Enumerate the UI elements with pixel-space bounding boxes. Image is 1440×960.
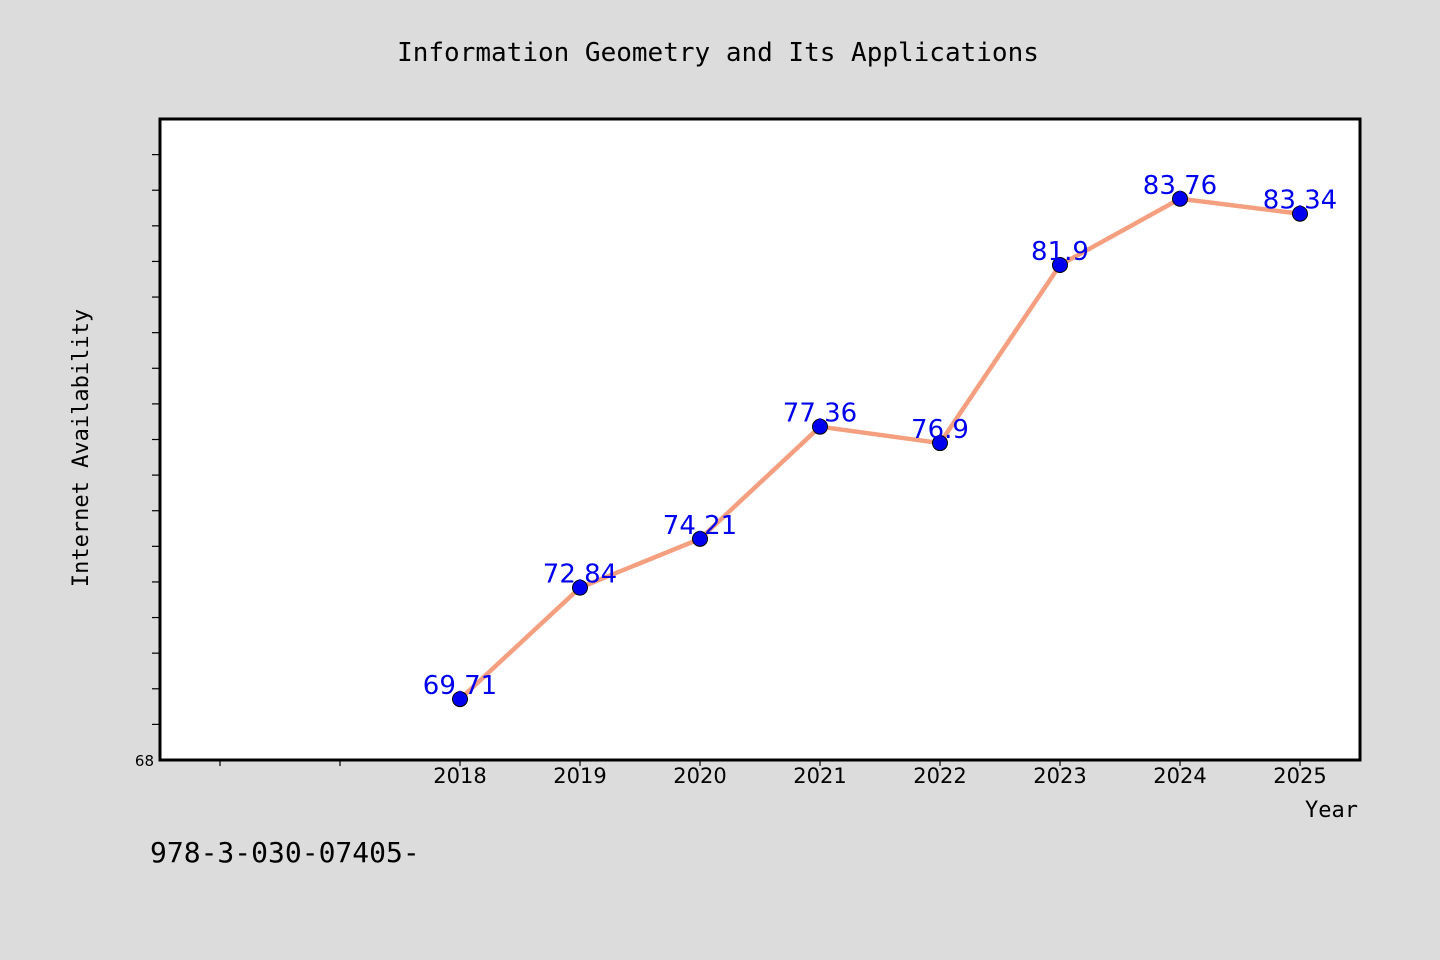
data-label: 83.34 bbox=[1263, 186, 1337, 216]
y-axis-label: Internet Availability bbox=[69, 309, 94, 587]
data-label: 74.21 bbox=[663, 511, 737, 541]
data-label: 69.71 bbox=[423, 671, 497, 701]
plot-area bbox=[158, 117, 1362, 762]
data-point bbox=[812, 418, 828, 435]
data-label: 72.84 bbox=[543, 560, 617, 590]
data-point bbox=[932, 435, 948, 452]
x-tick-label: 2019 bbox=[553, 764, 606, 788]
chart-title: Information Geometry and Its Application… bbox=[397, 38, 1039, 68]
x-tick-label: 2018 bbox=[433, 764, 486, 788]
data-point bbox=[1172, 190, 1188, 207]
data-label: 81.9 bbox=[1031, 237, 1089, 267]
y-tick-label: 68 bbox=[135, 752, 154, 770]
y-axis-ticks: 68 bbox=[135, 154, 160, 770]
data-point bbox=[1292, 205, 1308, 222]
x-axis-label: Year bbox=[1305, 798, 1358, 823]
data-label: 76.9 bbox=[911, 415, 969, 445]
footer-text: 978-3-030-07405- bbox=[150, 836, 420, 869]
x-tick-label: 2023 bbox=[1033, 764, 1086, 788]
data-labels: 69.71 72.84 74.21 77.36 76.9 81.9 83.76 83.34 bbox=[423, 171, 1337, 701]
x-tick-label: 2020 bbox=[673, 764, 726, 788]
x-tick-label: 2025 bbox=[1273, 764, 1326, 788]
series-layer bbox=[452, 190, 1308, 708]
data-label: 83.76 bbox=[1143, 171, 1217, 201]
data-point bbox=[692, 530, 708, 547]
data-point bbox=[452, 691, 468, 708]
data-point bbox=[572, 579, 588, 596]
x-tick-label: 2024 bbox=[1153, 764, 1206, 788]
x-axis-ticks: 2018 2019 2020 2021 2022 2023 2024 2025 bbox=[219, 760, 1327, 788]
data-point bbox=[1052, 257, 1068, 274]
series-line bbox=[457, 196, 1303, 702]
data-label: 77.36 bbox=[783, 399, 857, 429]
x-tick-label: 2021 bbox=[793, 764, 846, 788]
x-tick-label: 2022 bbox=[913, 764, 966, 788]
